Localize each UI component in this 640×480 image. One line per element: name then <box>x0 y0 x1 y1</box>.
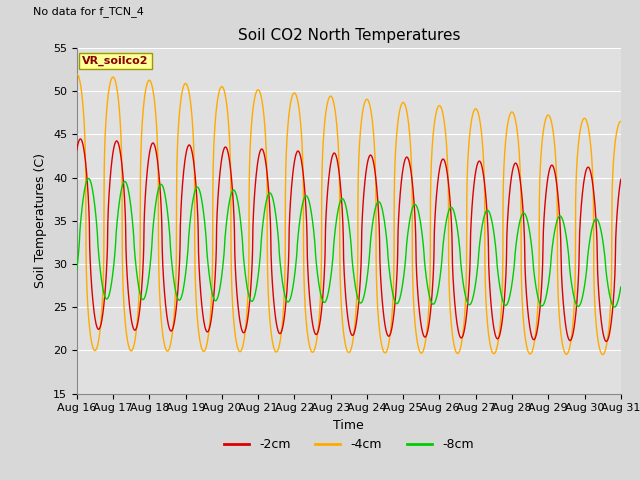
Text: No data for f_TCN_4: No data for f_TCN_4 <box>33 7 144 17</box>
Legend: -2cm, -4cm, -8cm: -2cm, -4cm, -8cm <box>219 433 479 456</box>
Title: Soil CO2 North Temperatures: Soil CO2 North Temperatures <box>237 28 460 43</box>
Text: VR_soilco2: VR_soilco2 <box>82 56 148 66</box>
Y-axis label: Soil Temperatures (C): Soil Temperatures (C) <box>35 153 47 288</box>
X-axis label: Time: Time <box>333 419 364 432</box>
